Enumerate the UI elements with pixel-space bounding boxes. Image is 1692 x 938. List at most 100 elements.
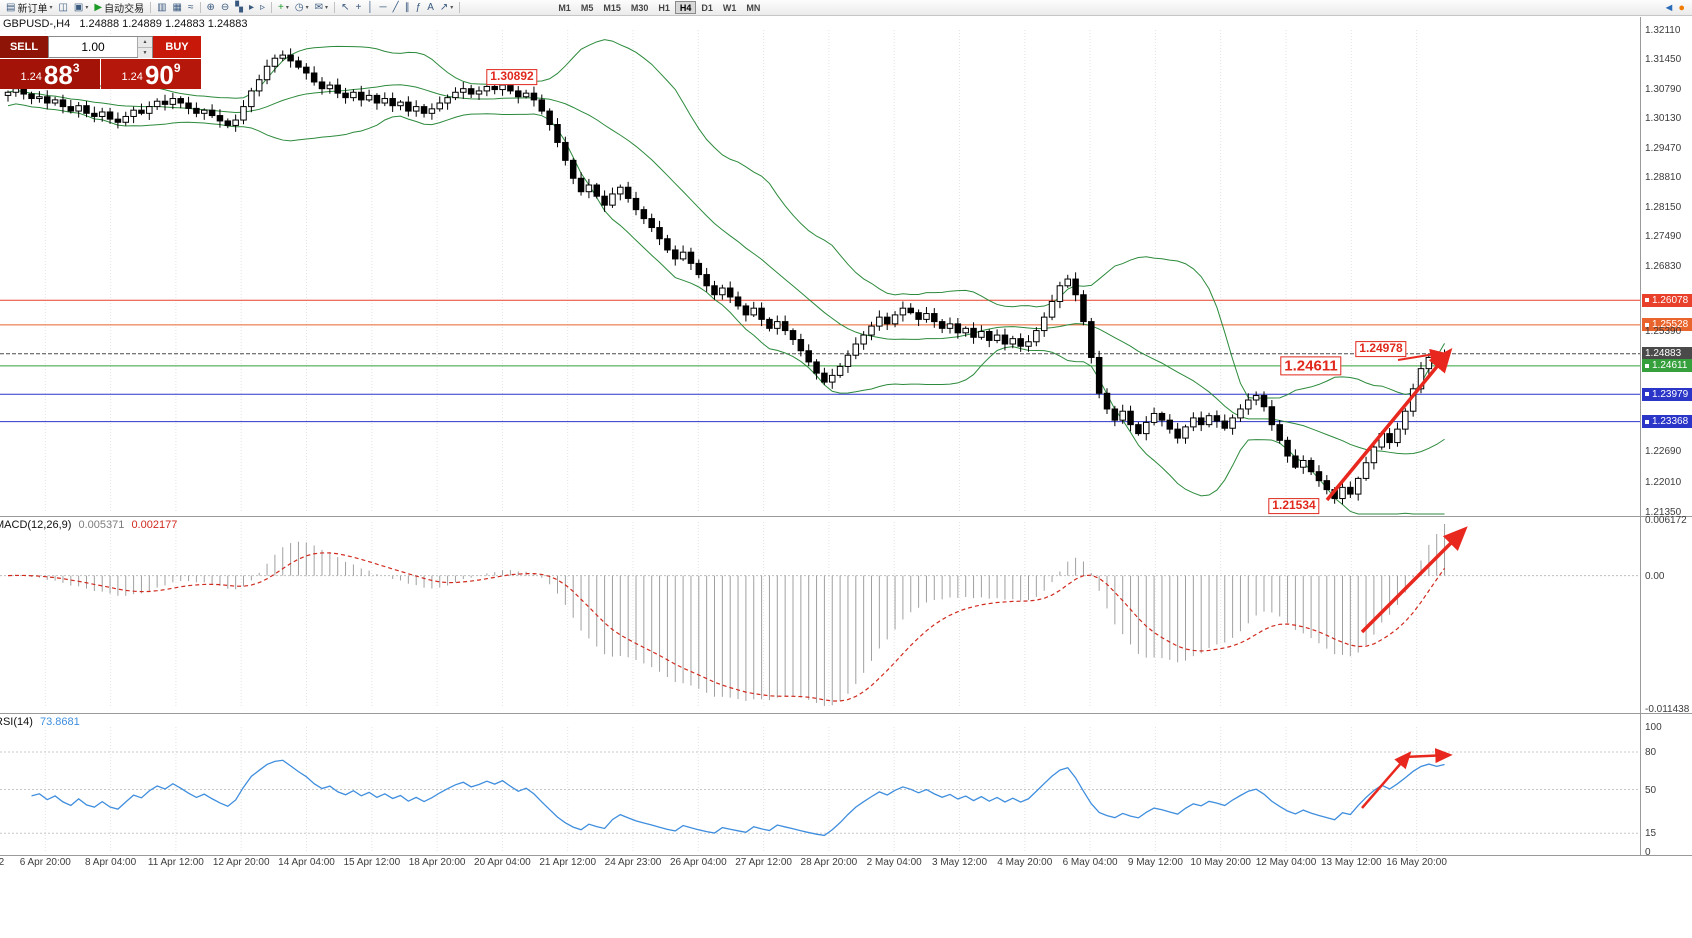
tile-windows-button[interactable]: ▚ [232, 1, 246, 15]
hline-button[interactable]: ─ [377, 1, 390, 15]
hline-price-tag[interactable]: 1.25528 [1642, 318, 1692, 332]
chart-symbol-header: GBPUSD-,H4 1.24888 1.24889 1.24883 1.248… [3, 18, 248, 30]
fibonacci-button[interactable]: ƒ [413, 1, 425, 15]
charts-window-icon: ◫ [58, 1, 68, 13]
buy-price-big: 90 [144, 60, 174, 90]
panel-frames [0, 17, 1692, 856]
new-order-button[interactable]: ▤ 新订单 ▾ [3, 1, 55, 16]
macd-main-value: 0.005371 [78, 519, 125, 531]
toolbar-separator [459, 2, 461, 13]
toolbar-separator [334, 2, 336, 13]
macd-header: MACD(12,26,9) 0.005371 0.002177 [0, 519, 177, 531]
channel-button[interactable]: ∥ [402, 1, 413, 15]
profiles-button[interactable]: ▣ ▾ [71, 1, 91, 15]
bar-chart-button[interactable]: ▥ [154, 1, 169, 15]
chart-shift-button[interactable]: ▹ [257, 1, 268, 15]
buy-price-pip: 9 [173, 61, 181, 75]
timeframe-mn-button[interactable]: MN [746, 3, 761, 13]
macd-signal-value: 0.002177 [131, 519, 178, 531]
sell-button[interactable]: SELL [0, 36, 48, 58]
toolbar-separator [271, 2, 273, 13]
timeframe-h4-button[interactable]: H4 [674, 1, 697, 14]
lot-size-input[interactable] [49, 37, 137, 57]
dropdown-arrow-icon: ▾ [325, 5, 329, 11]
trendline-button[interactable]: ╱ [390, 1, 402, 15]
timeframe-d1-button[interactable]: D1 [701, 3, 713, 13]
tag-marker-icon [1645, 363, 1649, 368]
horizontal-lines[interactable] [0, 299, 1640, 423]
candlestick-button[interactable]: ▦ [170, 1, 185, 15]
add-indicator-button[interactable]: + ▾ [275, 1, 292, 15]
hline-price-tag[interactable]: 1.23368 [1642, 415, 1692, 429]
rsi-value: 73.8681 [39, 716, 80, 728]
text-button[interactable]: A [424, 1, 437, 15]
new-order-icon: ▤ [6, 1, 16, 13]
one-click-trading-panel: SELL ▲ ▼ BUY 1.24 88 3 1.24 90 9 [0, 36, 201, 89]
vline-button[interactable]: │ [364, 1, 376, 15]
price-annotation[interactable]: 1.24978 [1355, 341, 1407, 357]
lot-decrease-button[interactable]: ▼ [138, 48, 152, 58]
lot-increase-button[interactable]: ▲ [138, 37, 152, 48]
line-chart-icon: ≈ [188, 1, 194, 13]
arrows-tool-button[interactable]: ↗ ▾ [437, 1, 456, 15]
line-chart-button[interactable]: ≈ [185, 1, 197, 15]
tag-marker-icon [1645, 298, 1649, 303]
community-icon[interactable]: ● [1678, 1, 1685, 14]
timeframe-m1-button[interactable]: M1 [558, 3, 571, 13]
timeframe-m15-button[interactable]: M15 [603, 3, 621, 13]
zoom-out-button[interactable]: ⊖ [218, 1, 232, 15]
hline-price-tag[interactable]: 1.26078 [1642, 293, 1692, 307]
grid-lines [44, 30, 1418, 852]
price-annotation[interactable]: 1.24611 [1280, 356, 1342, 376]
buy-button[interactable]: BUY [153, 36, 201, 58]
mail-button[interactable]: ✉ ▾ [312, 1, 331, 15]
sell-price-pip: 3 [72, 61, 80, 75]
tag-marker-icon [1645, 392, 1649, 397]
bar-chart-icon: ▥ [157, 1, 167, 13]
buy-quote-button[interactable]: 1.24 90 9 [101, 59, 201, 89]
lot-spinner: ▲ ▼ [137, 37, 152, 58]
charts-window-button[interactable]: ◫ [55, 1, 70, 15]
period-button[interactable]: ◷ ▾ [292, 1, 312, 15]
timeframe-m5-button[interactable]: M5 [580, 3, 594, 13]
bollinger-bands [7, 39, 1445, 515]
rsi-indicator [0, 751, 1640, 837]
dropdown-arrow-icon: ▾ [285, 5, 289, 11]
toolbar-buttons-group: ▤ 新订单 ▾ ◫ ▣ ▾ ▶ 自动交易 ▥ ▦ ≈ ⊕ ⊖ ▚ ▸ ▹ + ▾ ◷ ▾ ✉ ▾ ↖ + │ ─ ╱ ∥ ƒ A ↗ ▾ [3, 1, 463, 15]
auto-trading-button[interactable]: ▶ 自动交易 [91, 1, 147, 16]
tag-marker-icon [1645, 322, 1649, 327]
trend-arrows[interactable] [1325, 347, 1468, 809]
candlestick-icon: ▦ [172, 1, 182, 13]
timeframe-h1-button[interactable]: H1 [658, 3, 670, 13]
rsi-header: RSI(14) 73.8681 [0, 716, 80, 728]
timeframe-w1-button[interactable]: W1 [722, 3, 737, 13]
timeframe-group: M1 M5 M15 M30 H1 H4 D1 W1 MN [553, 1, 765, 14]
hline-price-tag[interactable]: 1.23979 [1642, 387, 1692, 401]
toolbar-separator [150, 2, 152, 13]
hline-price-tag[interactable]: 1.24611 [1642, 359, 1692, 373]
price-annotation[interactable]: 1.30892 [486, 69, 538, 85]
new-order-button-label: 新订单 [17, 4, 48, 15]
chart-arrow-icon[interactable]: ◄ [1663, 1, 1675, 14]
trendline-icon: ╱ [392, 1, 399, 13]
sell-quote-button[interactable]: 1.24 88 3 [0, 59, 100, 89]
crosshair-button[interactable]: + [352, 1, 364, 15]
timeframe-m30-button[interactable]: M30 [630, 3, 649, 13]
dropdown-arrow-icon: ▾ [450, 5, 454, 11]
symbol-period-label: GBPUSD-,H4 [3, 18, 71, 30]
zoom-in-button[interactable]: ⊕ [204, 1, 218, 15]
buy-price-prefix: 1.24 [121, 71, 143, 83]
cursor-icon: ↖ [341, 1, 350, 13]
bid-price-tag: 1.24883 [1642, 347, 1692, 361]
arrows-tool-icon: ↗ [439, 1, 449, 13]
chart-shift-icon: ▹ [260, 1, 266, 13]
auto-trading-icon: ▶ [94, 1, 103, 13]
price-annotation[interactable]: 1.21534 [1268, 498, 1320, 514]
cursor-button[interactable]: ↖ [338, 1, 352, 15]
macd-indicator [0, 524, 1640, 706]
vline-icon: │ [367, 1, 374, 13]
zoom-in-icon: ⊕ [206, 1, 215, 13]
auto-scroll-button[interactable]: ▸ [246, 1, 257, 15]
crosshair-icon: + [355, 1, 362, 13]
